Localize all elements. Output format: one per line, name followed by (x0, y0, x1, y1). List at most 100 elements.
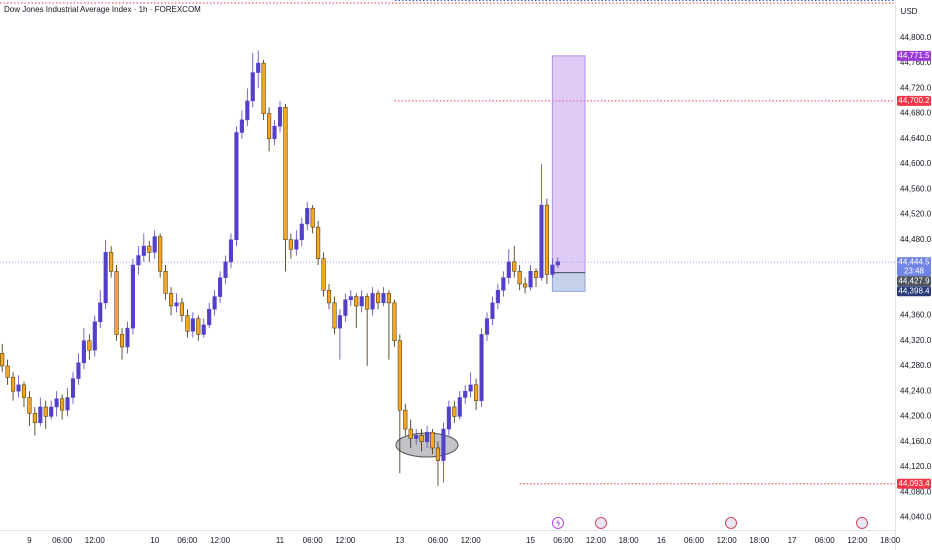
candle-body (419, 435, 424, 442)
candle-body (446, 406, 451, 430)
candle-body (239, 119, 244, 133)
candle-body (98, 302, 103, 323)
candle-body (272, 125, 277, 140)
price-tag (897, 276, 931, 287)
candle-body (539, 204, 544, 278)
x-tick-label: 18:00 (880, 536, 901, 545)
y-tick-label: 44,240.0 (900, 386, 932, 395)
x-tick-label: 12:00 (335, 536, 356, 545)
y-tick-label: 44,080.0 (900, 487, 932, 496)
candle-body (414, 435, 419, 439)
y-tick-label: 44,200.0 (900, 412, 932, 421)
y-tick-label: 44,720.0 (900, 83, 932, 92)
event-icon (556, 519, 561, 527)
y-tick-label: 44,680.0 (900, 109, 932, 118)
candle-body (201, 324, 206, 335)
candle-body (70, 378, 76, 398)
candle-body (517, 271, 522, 285)
candle-body (321, 258, 326, 291)
target-zone (551, 55, 586, 274)
candle-body (21, 384, 27, 398)
x-tick-label: 06:00 (303, 536, 324, 545)
candle-body (452, 406, 457, 417)
candle-body (386, 293, 391, 304)
y-tick-label: 44,800.0 (900, 33, 932, 42)
countdown-label: 23:48 (904, 266, 925, 275)
y-tick-label: 44,520.0 (900, 210, 932, 219)
candle-body (141, 245, 146, 256)
y-tick-label: 44,280.0 (900, 361, 932, 370)
candle-body (234, 132, 239, 241)
event-icon (595, 517, 607, 529)
price-tag (897, 50, 931, 61)
x-tick-label: 12:00 (717, 536, 738, 545)
candle-body (294, 239, 299, 250)
candle-body (152, 236, 157, 253)
candle-body (343, 299, 348, 316)
candle-body (223, 261, 228, 278)
price-tag-label: 44,700.2 (898, 96, 930, 105)
candle-body (76, 362, 81, 379)
candle-body (109, 252, 114, 272)
candle-body (337, 315, 342, 329)
candle-body (512, 261, 517, 272)
candle-body (277, 107, 283, 127)
candle-body (130, 264, 135, 329)
candle-body (147, 245, 152, 253)
candle-body (49, 406, 54, 417)
x-tick-label: 15 (526, 536, 535, 545)
candle-body (267, 113, 272, 140)
candle-body (32, 413, 37, 423)
x-tick-label: 10 (150, 536, 159, 545)
candle-body (38, 406, 43, 423)
candle-body (403, 409, 408, 430)
candle-body (190, 318, 195, 332)
candle-body (103, 252, 108, 304)
candle-body (81, 340, 86, 364)
candle-body (392, 302, 397, 341)
x-tick-label: 06:00 (428, 536, 449, 545)
candle-body (381, 293, 386, 304)
candle-body (326, 289, 332, 304)
candle-body (305, 207, 310, 225)
x-tick-label: 06:00 (52, 536, 73, 545)
x-tick-label: 13 (395, 536, 404, 545)
candle-body (168, 293, 174, 307)
x-tick-label: 12:00 (210, 536, 231, 545)
candle-body (179, 302, 184, 316)
x-tick-label: 06:00 (815, 536, 836, 545)
candle-body (60, 398, 65, 411)
y-tick-label: 44,040.0 (900, 512, 932, 521)
candle-body (354, 296, 359, 307)
candle-body (550, 264, 555, 275)
candle-body (310, 207, 315, 228)
candle-body (261, 62, 266, 114)
candle-body (457, 397, 462, 417)
candle-body (27, 397, 32, 414)
event-icon (725, 517, 737, 529)
candle-body (365, 296, 370, 310)
candle-body (185, 315, 190, 332)
price-tag (897, 286, 931, 297)
candle-body (125, 327, 130, 348)
candle-body (288, 239, 293, 250)
candle-body (163, 271, 168, 294)
candle-body (425, 431, 430, 442)
candle-body (256, 62, 261, 73)
price-tag-label: 44,398.4 (898, 287, 930, 296)
x-tick-label: 12:00 (85, 536, 106, 545)
x-tick-label: 06:00 (177, 536, 198, 545)
candle-body (245, 100, 250, 121)
candle-body (174, 302, 179, 307)
candle-body (119, 334, 125, 348)
candle-body (528, 271, 533, 288)
y-tick-label: 44,120.0 (900, 462, 932, 471)
candle-body (218, 277, 223, 297)
candle-body (299, 223, 304, 241)
price-tag-label: 44,093.4 (898, 479, 930, 488)
candle-body (212, 296, 217, 310)
candle-body (408, 428, 413, 439)
candle-body (544, 204, 549, 275)
price-tag (897, 257, 931, 277)
candle-body (484, 318, 490, 335)
